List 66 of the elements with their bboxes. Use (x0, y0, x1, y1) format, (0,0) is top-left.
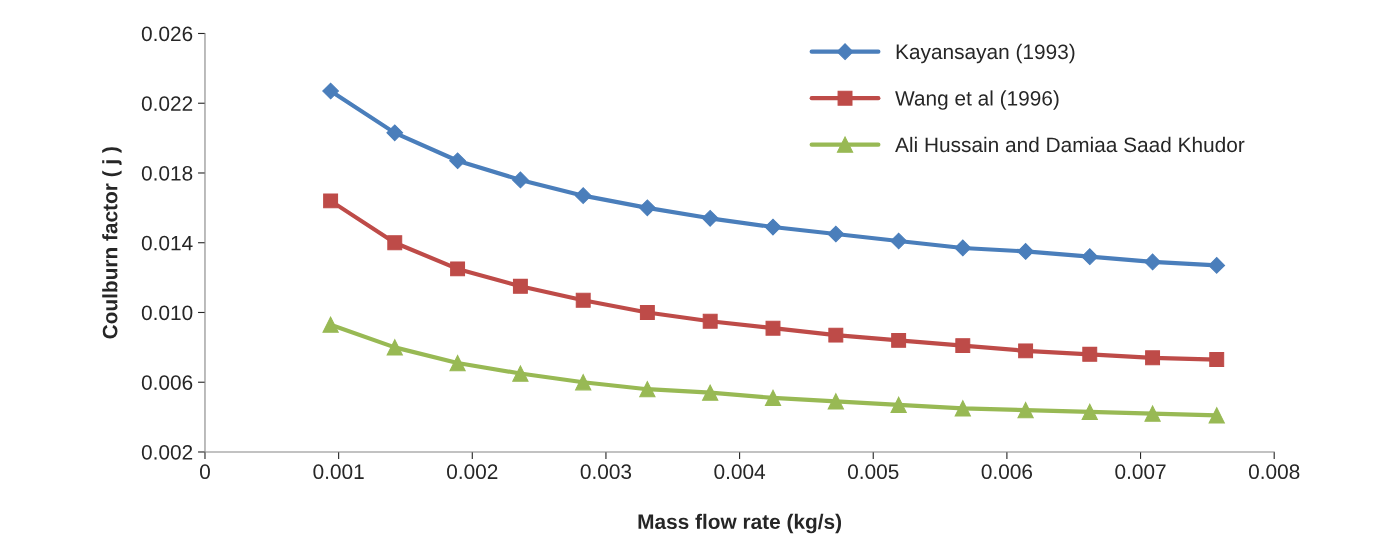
point (449, 354, 466, 372)
point (639, 305, 655, 320)
point (827, 393, 844, 410)
point (954, 239, 972, 257)
y-tick-label: 0.010 (141, 305, 193, 321)
point (954, 400, 971, 417)
point (764, 389, 782, 407)
point (890, 232, 908, 250)
legend-label: Kayansayan (1993) (896, 43, 1075, 64)
x-tick-label: 0.004 (714, 464, 766, 480)
point (1209, 352, 1225, 368)
point (827, 225, 845, 243)
y-tick-label: 0.018 (141, 165, 193, 181)
point (1208, 407, 1225, 424)
point (1144, 253, 1161, 271)
point (322, 316, 339, 333)
legend-label: Wang et al (1996) (895, 90, 1059, 110)
point (322, 82, 339, 100)
point (955, 338, 971, 354)
point (1144, 405, 1161, 422)
point (1208, 257, 1226, 274)
point (386, 339, 403, 356)
point (1018, 343, 1034, 359)
point (450, 261, 466, 277)
point (702, 384, 719, 401)
legend-label: Ali Hussain and Damiaa Saad Khudor (895, 136, 1245, 153)
point (574, 187, 592, 205)
point (639, 381, 656, 398)
point (891, 332, 907, 348)
x-tick-label: 0.008 (1248, 464, 1300, 480)
x-tick-label: 0 (200, 464, 210, 480)
point (512, 365, 529, 382)
point (575, 292, 591, 308)
point (828, 327, 844, 343)
y-tick-label: 0.022 (141, 96, 193, 111)
point (1081, 248, 1099, 266)
point (575, 374, 592, 391)
x-tick-label: 0.001 (313, 464, 364, 480)
point (323, 193, 339, 209)
point (765, 320, 781, 336)
x-tick-label: 0.007 (1115, 464, 1166, 480)
point (701, 209, 719, 227)
point (1082, 346, 1098, 362)
point (1017, 243, 1034, 260)
y-axis-title: Coulburn factor ( j ) (102, 147, 122, 339)
y-tick-label: 0.006 (141, 375, 193, 390)
y-tick-label: 0.002 (141, 444, 193, 460)
x-tick-label: 0.005 (847, 464, 899, 480)
point (386, 124, 404, 142)
x-tick-label: 0.003 (580, 464, 632, 480)
point (449, 152, 466, 170)
point (638, 199, 656, 217)
y-tick-label: 0.014 (141, 235, 193, 251)
point (702, 313, 718, 329)
x-axis-title: Mass flow rate (kg/s) (638, 513, 842, 534)
x-tick-label: 0.002 (447, 464, 498, 480)
point (1145, 350, 1161, 366)
point (512, 171, 529, 189)
y-tick-label: 0.026 (141, 26, 193, 42)
point (890, 396, 907, 414)
point (1017, 401, 1034, 419)
point (1081, 403, 1098, 421)
point (764, 218, 782, 236)
point (387, 235, 403, 251)
x-tick-label: 0.006 (981, 464, 1033, 480)
point (512, 278, 528, 294)
